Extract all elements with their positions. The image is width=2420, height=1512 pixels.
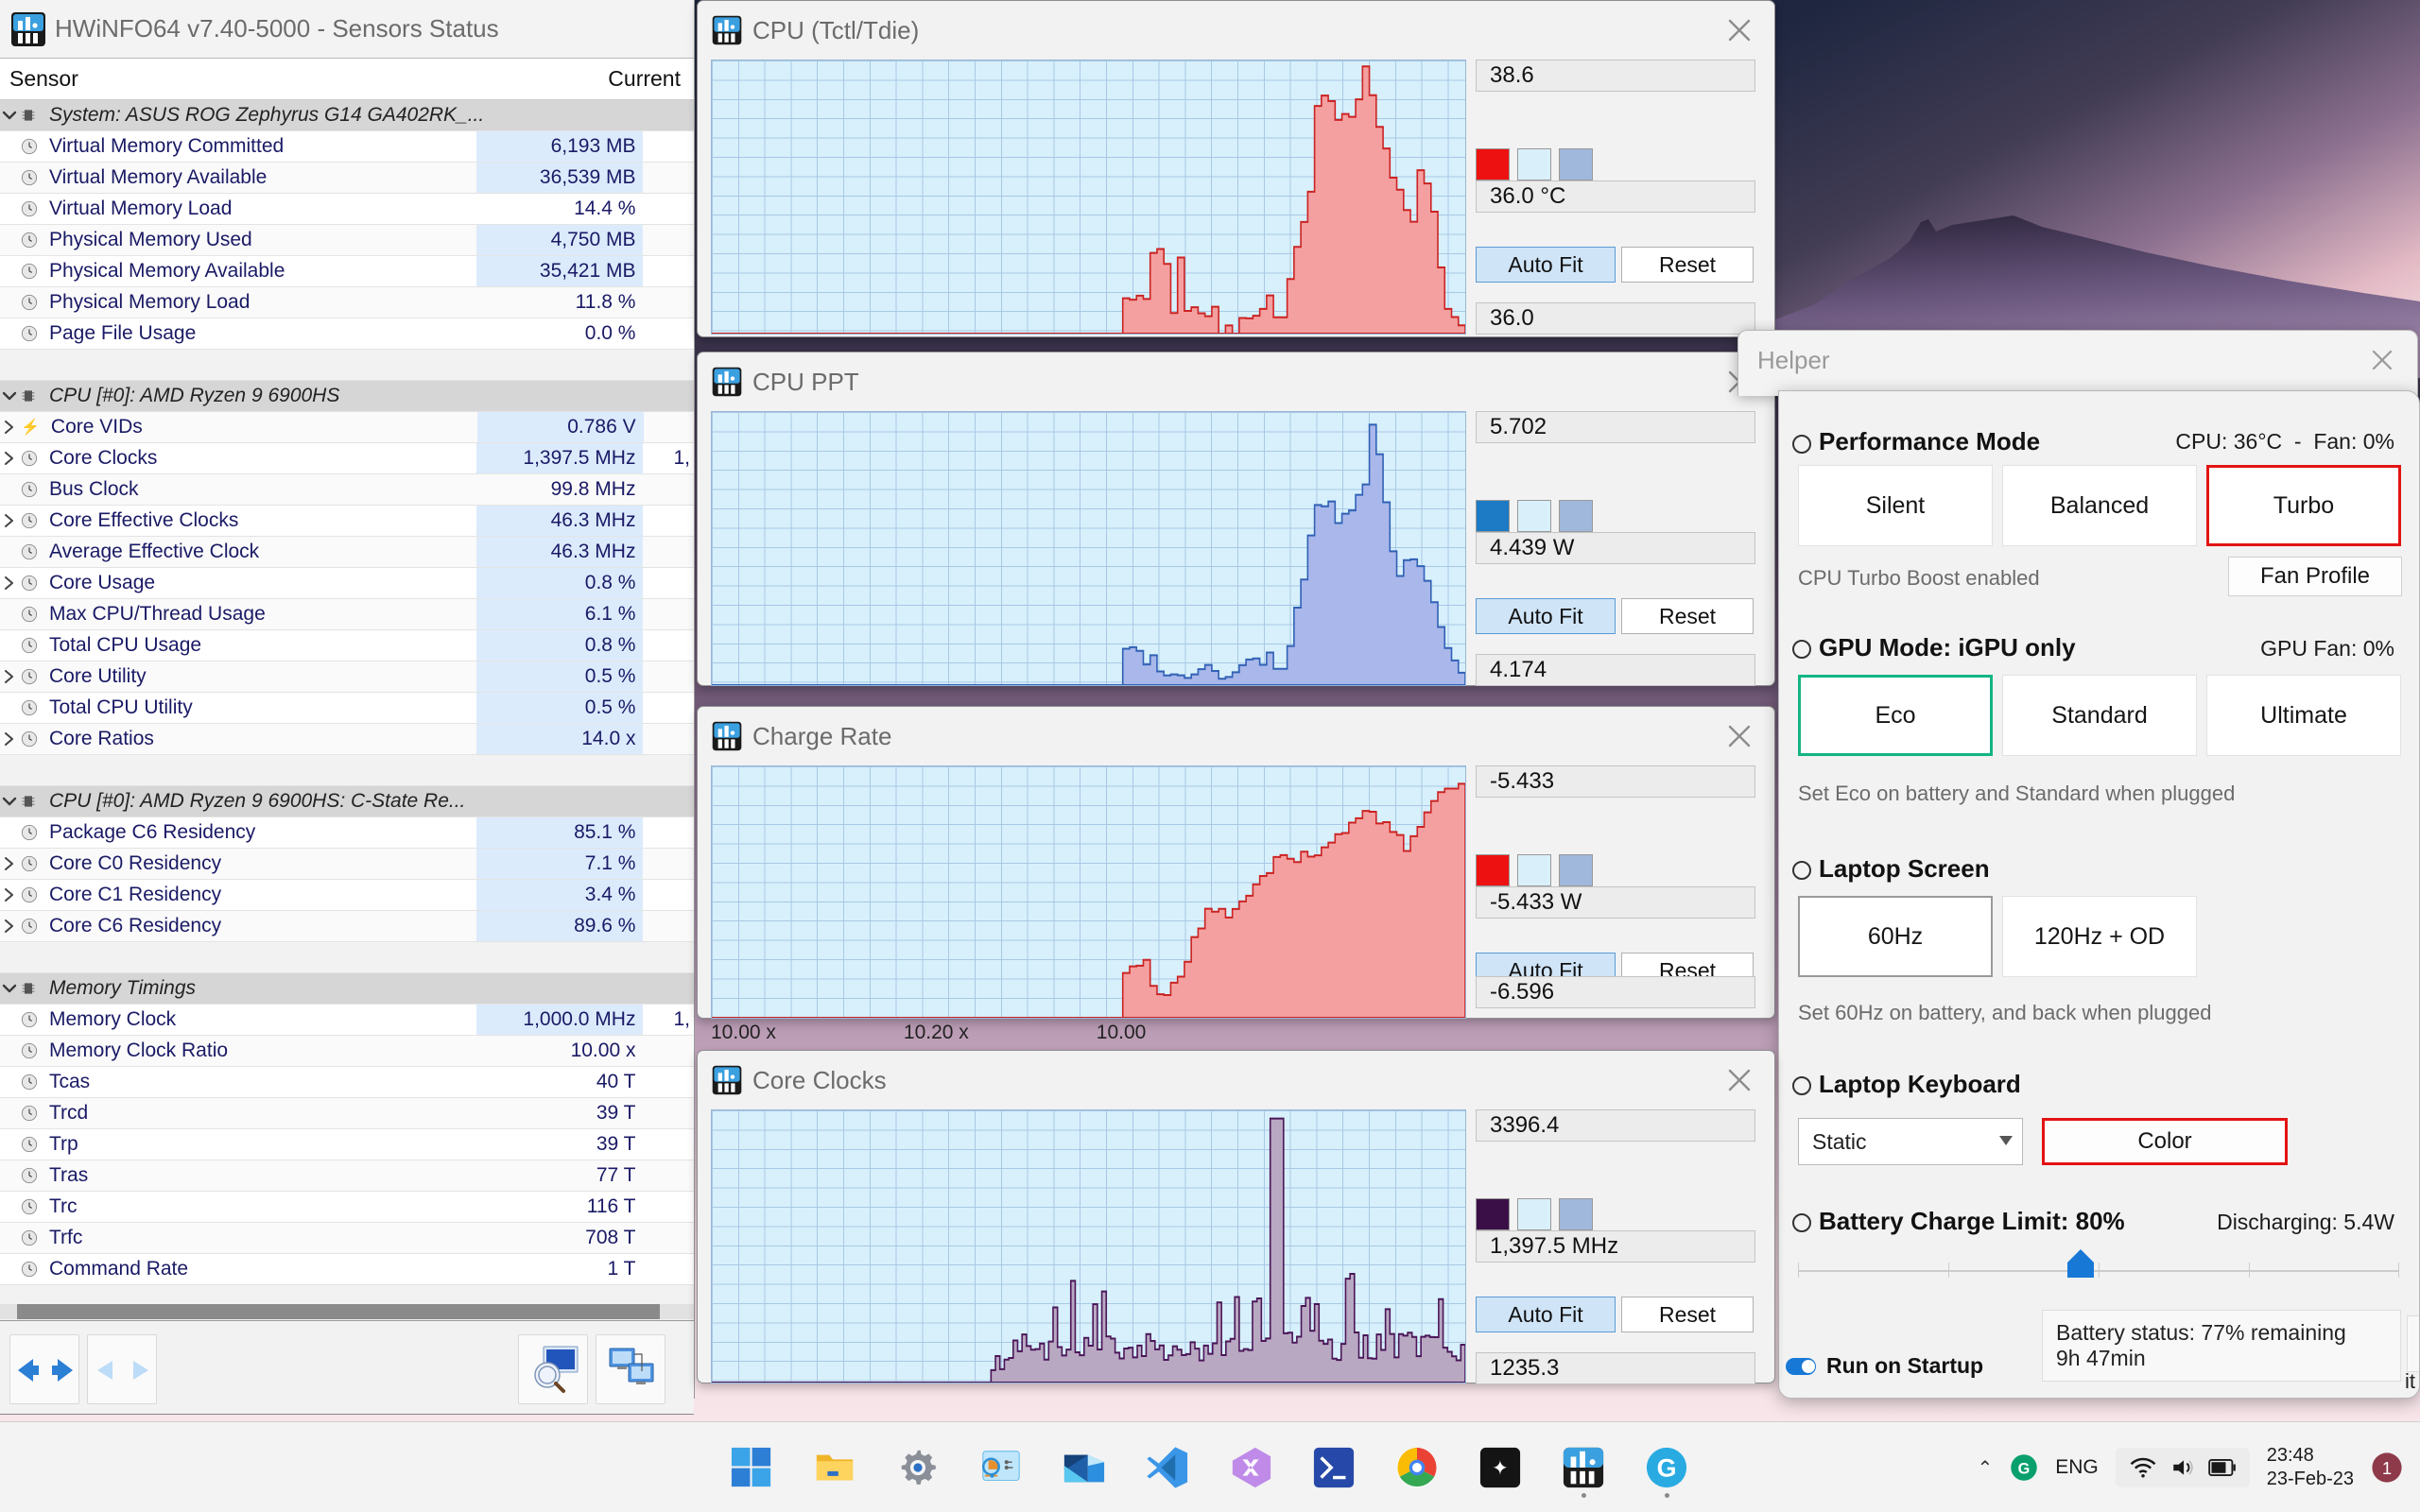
svg-text:1: 1 [2382, 1458, 2392, 1478]
svg-text:G: G [1657, 1454, 1677, 1483]
svg-text:✦: ✦ [1492, 1458, 1509, 1480]
svg-text:G: G [2018, 1460, 2031, 1477]
